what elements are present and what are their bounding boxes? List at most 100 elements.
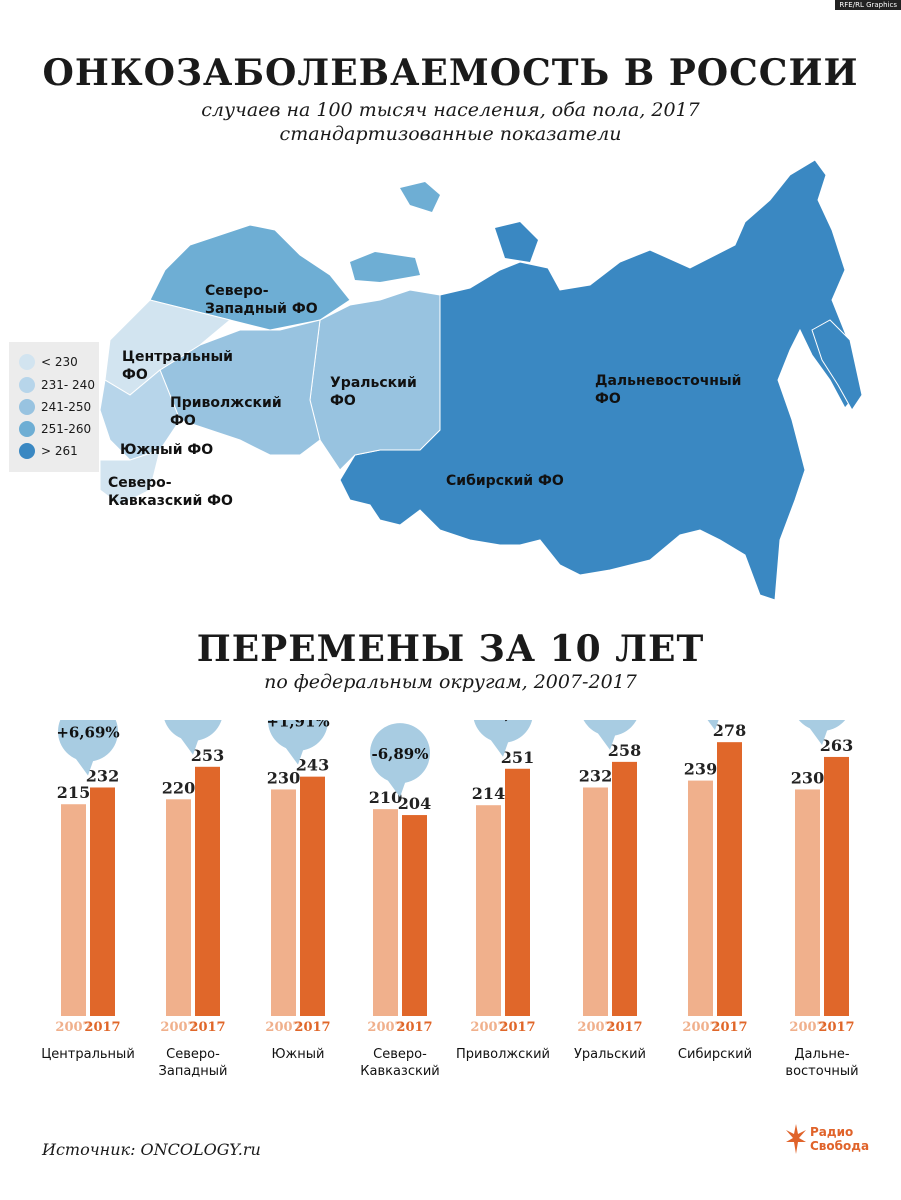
year-label-2007: 2007 bbox=[470, 1020, 506, 1035]
legend-label: < 230 bbox=[41, 355, 78, 369]
change-label: +6,69% bbox=[56, 723, 119, 741]
chart-subtitle: по федеральным округам, 2007-2017 bbox=[264, 671, 637, 693]
category-label: Северо- bbox=[166, 1047, 220, 1062]
legend-item: 241-250 bbox=[19, 399, 91, 415]
bubble-pointer bbox=[596, 731, 616, 750]
value-label-2007: 210 bbox=[369, 788, 402, 807]
category-label: Приволжский bbox=[456, 1047, 550, 1062]
year-label-2017: 2017 bbox=[84, 1020, 120, 1035]
change-bubble bbox=[473, 720, 533, 743]
year-label-2017: 2017 bbox=[189, 1020, 225, 1035]
category-label: Западный bbox=[159, 1064, 228, 1079]
year-label-2017: 2017 bbox=[818, 1020, 854, 1035]
year-label-2017: 2017 bbox=[499, 1020, 535, 1035]
change-bubble bbox=[583, 720, 637, 736]
legend-item: < 230 bbox=[19, 354, 78, 370]
year-label-2007: 2007 bbox=[160, 1020, 196, 1035]
value-label-2007: 239 bbox=[684, 760, 717, 779]
map-label-south: Южный ФО bbox=[120, 442, 214, 458]
category-label: Уральский bbox=[574, 1047, 646, 1062]
change-bubble bbox=[268, 720, 328, 751]
bar-2007 bbox=[373, 809, 398, 1016]
category-label: восточный bbox=[785, 1064, 858, 1079]
value-label-2017: 258 bbox=[608, 741, 641, 760]
value-label-2017: 263 bbox=[820, 736, 853, 755]
map-label-volga: Приволжский ФО bbox=[170, 395, 282, 429]
year-label-2017: 2017 bbox=[294, 1020, 330, 1035]
bar-2007 bbox=[688, 780, 713, 1016]
legend-swatch bbox=[19, 421, 35, 437]
category-label: Кавказский bbox=[360, 1064, 440, 1079]
radio-svoboda-logo: Радио Свобода bbox=[786, 1124, 869, 1154]
year-label-2007: 2007 bbox=[55, 1020, 91, 1035]
category-label: Сибирский bbox=[678, 1047, 752, 1062]
value-label-2017: 243 bbox=[296, 756, 329, 775]
year-label-2017: 2017 bbox=[606, 1020, 642, 1035]
legend-item: 231- 240 bbox=[19, 377, 95, 393]
category-label: Северо- bbox=[373, 1047, 427, 1062]
value-label-2017: 253 bbox=[191, 746, 224, 765]
russia-map bbox=[99, 159, 863, 601]
year-label-2017: 2017 bbox=[396, 1020, 432, 1035]
bar-2007 bbox=[61, 804, 86, 1016]
bubble-pointer bbox=[707, 720, 719, 731]
legend-label: 231- 240 bbox=[41, 378, 95, 392]
map-label-central: Центральный ФО bbox=[122, 349, 233, 383]
bubble-pointer bbox=[179, 736, 199, 755]
bar-2017 bbox=[195, 766, 220, 1016]
change-bubble bbox=[164, 720, 222, 741]
category-label: Дальне- bbox=[794, 1047, 850, 1062]
legend-swatch bbox=[19, 399, 35, 415]
value-label-2017: 278 bbox=[713, 721, 746, 740]
source-note: Источник: ONCOLOGY.ru bbox=[42, 1140, 261, 1159]
year-label-2007: 2007 bbox=[789, 1020, 825, 1035]
bubble-pointer bbox=[284, 746, 304, 765]
logo-line-1: Радио bbox=[810, 1125, 854, 1139]
category-label: Южный bbox=[272, 1047, 325, 1062]
bubble-pointer bbox=[386, 778, 406, 798]
bar-2007 bbox=[795, 789, 820, 1016]
region-kamchatka bbox=[811, 319, 863, 411]
legend-item: > 261 bbox=[19, 443, 78, 459]
page-subtitle: случаев на 100 тысяч населения, оба пола… bbox=[0, 98, 901, 146]
map-legend: < 230 231- 240 241-250 251-260 > 261 bbox=[9, 342, 99, 472]
change-label: +1,91% bbox=[266, 720, 329, 731]
bubble-pointer bbox=[74, 756, 94, 776]
graphics-credit: RFE/RL Graphics bbox=[835, 0, 901, 10]
value-label-2007: 215 bbox=[57, 783, 90, 802]
region-taimyr-islands bbox=[495, 222, 538, 262]
bar-2007 bbox=[271, 789, 296, 1016]
change-label: +17,8% bbox=[161, 720, 224, 721]
bubble-pointer bbox=[808, 726, 828, 745]
legend-swatch bbox=[19, 354, 35, 370]
subtitle-line-1: случаев на 100 тысяч населения, оба пола… bbox=[201, 99, 700, 121]
bar-2017 bbox=[300, 776, 325, 1016]
value-label-2017: 232 bbox=[86, 766, 119, 785]
page-title: ОНКОЗАБОЛЕВАЕМОСТЬ В РОССИИ bbox=[42, 52, 859, 94]
legend-label: 241-250 bbox=[41, 400, 92, 414]
year-label-2007: 2007 bbox=[577, 1020, 613, 1035]
bar-2017 bbox=[824, 756, 849, 1016]
value-label-2007: 232 bbox=[579, 766, 612, 785]
map-label-northwest: Северо- Западный ФО bbox=[205, 283, 318, 317]
logo-line-2: Свобода bbox=[810, 1139, 870, 1153]
category-label: Центральный bbox=[41, 1047, 135, 1062]
value-label-2017: 204 bbox=[398, 794, 431, 813]
value-label-2007: 230 bbox=[791, 768, 824, 787]
bar-2017 bbox=[402, 815, 427, 1016]
bar-2017 bbox=[90, 787, 115, 1016]
change-label: +16,8% bbox=[471, 720, 534, 723]
year-label-2007: 2007 bbox=[367, 1020, 403, 1035]
map-label-ural: Уральский ФО bbox=[330, 375, 417, 409]
region-ural-island bbox=[400, 182, 440, 212]
region-ural-island-2 bbox=[350, 252, 420, 282]
bar-2017 bbox=[612, 761, 637, 1016]
legend-item: 251-260 bbox=[19, 421, 91, 437]
map-label-fareast: Дальневосточный ФО bbox=[595, 373, 742, 407]
bubble-pointer bbox=[489, 738, 509, 757]
bar-2017 bbox=[717, 742, 742, 1016]
change-label: -6,89% bbox=[371, 745, 428, 763]
value-label-2007: 214 bbox=[472, 784, 505, 803]
region-northwest bbox=[149, 224, 351, 331]
bar-2007 bbox=[583, 787, 608, 1016]
